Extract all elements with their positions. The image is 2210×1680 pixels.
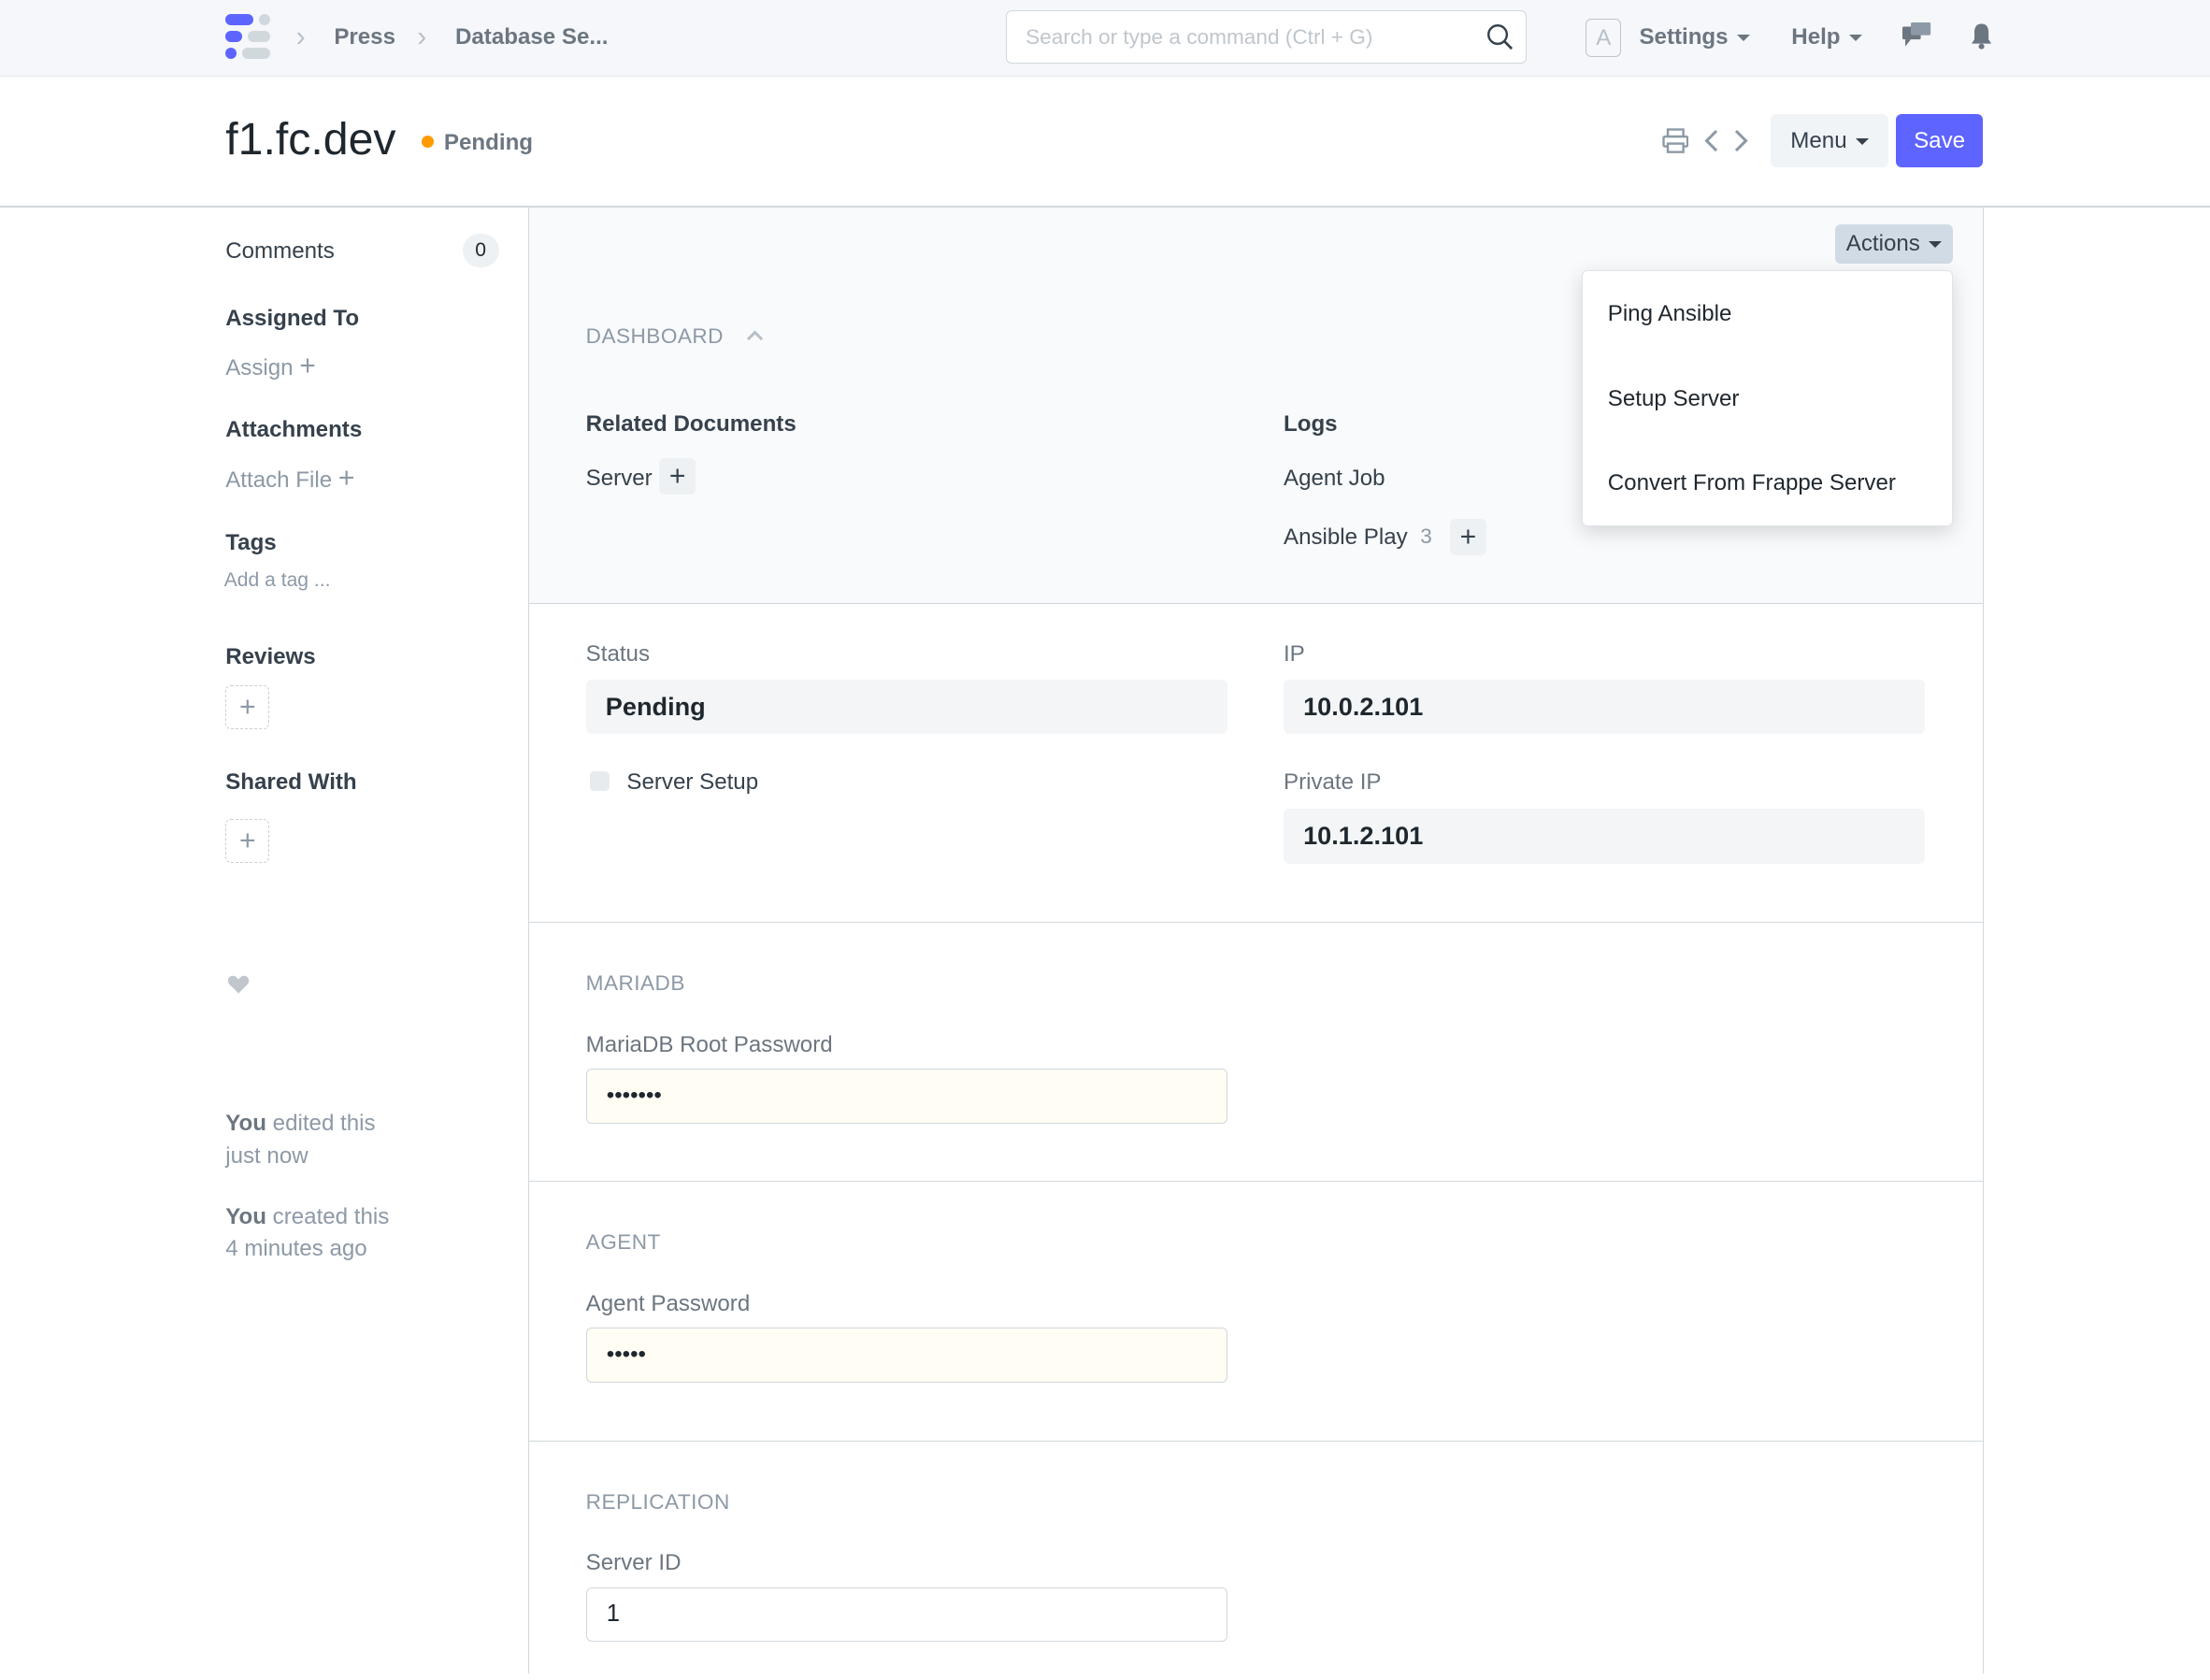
search-placeholder: Search or type a command (Ctrl + G) [1026, 24, 1373, 49]
print-icon[interactable] [1661, 128, 1689, 154]
menu-label: Menu [1790, 128, 1847, 154]
mariadb-password-label: MariaDB Root Password [585, 1031, 833, 1057]
chevron-right-icon: › [417, 21, 427, 52]
search-icon [1487, 24, 1514, 50]
menu-item-convert-from-frappe-server[interactable]: Convert From Frappe Server [1607, 470, 1896, 496]
attach-file-link[interactable]: Attach File + [225, 463, 354, 495]
attachments-heading: Attachments [225, 417, 363, 443]
search-input[interactable]: Search or type a command (Ctrl + G) [1006, 9, 1528, 65]
status-indicator-dot [421, 135, 435, 149]
related-documents-heading: Related Documents [585, 411, 796, 438]
agent-password-input[interactable]: ••••• [585, 1328, 1227, 1384]
replication-heading: REPLICATION [585, 1489, 730, 1514]
help-dropdown[interactable]: Help [1791, 23, 1862, 50]
mariadb-section: MARIADB MariaDB Root Password ••••••• [529, 922, 1983, 1183]
details-section: Status Pending Server Setup IP 10.0.2.10… [529, 603, 1983, 924]
assigned-to-heading: Assigned To [225, 306, 360, 332]
help-label: Help [1791, 23, 1841, 50]
navbar: › Press › Database Se... Search or type … [0, 0, 2210, 78]
shared-with-heading: Shared With [225, 769, 357, 796]
mariadb-password-input[interactable]: ••••••• [585, 1068, 1227, 1124]
previous-icon[interactable] [1702, 128, 1719, 153]
actions-dropdown-menu: Ping Ansible Setup Server Convert From F… [1581, 270, 1953, 526]
activity-user: You [225, 1203, 266, 1229]
private-ip-field: 10.1.2.101 [1283, 809, 1925, 865]
activity-time: 4 minutes ago [225, 1236, 367, 1262]
reviews-heading: Reviews [225, 644, 316, 670]
agent-password-label: Agent Password [585, 1291, 751, 1317]
breadcrumb-press[interactable]: Press [334, 23, 396, 50]
menu-item-ping-ansible[interactable]: Ping Ansible [1607, 301, 1732, 327]
heart-icon[interactable] [227, 975, 250, 995]
caret-down-icon [1928, 240, 1942, 248]
add-ansible-play-button[interactable]: + [1449, 518, 1487, 555]
add-share-button[interactable]: + [225, 818, 270, 864]
menu-item-setup-server[interactable]: Setup Server [1607, 385, 1740, 411]
chevron-right-icon: › [295, 21, 306, 52]
breadcrumb-database-server[interactable]: Database Se... [454, 23, 609, 50]
bell-icon[interactable] [1969, 22, 1994, 50]
server-setup-label: Server Setup [626, 769, 759, 796]
settings-dropdown[interactable]: Settings [1639, 23, 1750, 50]
status-field: Pending [585, 679, 1227, 735]
ip-field: 10.0.2.101 [1283, 679, 1925, 735]
actions-button[interactable]: Actions [1834, 223, 1954, 264]
next-icon[interactable] [1733, 128, 1750, 153]
menu-button[interactable]: Menu [1770, 114, 1889, 168]
add-review-button[interactable]: + [225, 684, 270, 729]
chat-icon[interactable] [1902, 22, 1931, 48]
agent-section: AGENT Agent Password ••••• [529, 1181, 1983, 1442]
assign-label: Assign [225, 355, 294, 381]
header-divider [0, 206, 2210, 208]
add-server-button[interactable]: + [659, 457, 696, 495]
server-link[interactable]: Server [585, 465, 653, 491]
page-title: f1.fc.dev [225, 113, 396, 165]
caret-down-icon [1848, 34, 1862, 41]
activity-text: edited this [265, 1111, 376, 1137]
server-setup-checkbox[interactable] [590, 770, 610, 791]
attach-file-label: Attach File [225, 467, 333, 493]
caret-down-icon [1855, 138, 1869, 145]
actions-label: Actions [1845, 230, 1920, 256]
logs-heading: Logs [1283, 411, 1338, 438]
assign-link[interactable]: Assign + [225, 351, 316, 382]
comments-count-badge: 0 [462, 234, 499, 268]
activity-time: just now [225, 1142, 309, 1169]
private-ip-label: Private IP [1283, 769, 1382, 796]
avatar[interactable]: A [1586, 18, 1622, 57]
add-tag-input[interactable]: Add a tag ... [223, 569, 331, 592]
activity-user: You [225, 1111, 266, 1137]
comments-label[interactable]: Comments [225, 237, 335, 264]
plus-icon: + [299, 351, 316, 382]
server-id-input[interactable]: 1 [585, 1587, 1227, 1643]
ansible-play-link[interactable]: Ansible Play [1283, 524, 1408, 550]
activity-edited: You edited this just now [225, 1108, 375, 1172]
status-label: Status [585, 640, 651, 667]
status-badge: Pending [443, 129, 534, 155]
replication-section: REPLICATION Server ID 1 [529, 1441, 1982, 1680]
server-id-label: Server ID [585, 1550, 682, 1576]
caret-down-icon [1736, 34, 1750, 41]
agent-job-link[interactable]: Agent Job [1283, 465, 1385, 491]
ansible-play-count: 3 [1420, 524, 1432, 548]
tags-heading: Tags [225, 529, 277, 555]
settings-label: Settings [1639, 23, 1729, 50]
dashboard-heading[interactable]: DASHBOARD [585, 323, 724, 348]
mariadb-heading: MARIADB [585, 970, 685, 995]
chevron-up-icon[interactable] [745, 328, 765, 342]
activity-created: You created this 4 minutes ago [225, 1201, 389, 1266]
plus-icon: + [337, 462, 355, 494]
agent-heading: AGENT [585, 1230, 661, 1255]
plus-icon: + [239, 825, 256, 856]
save-button[interactable]: Save [1895, 114, 1984, 168]
activity-text: created this [265, 1203, 390, 1229]
ip-label: IP [1283, 640, 1305, 667]
plus-icon: + [239, 691, 256, 723]
